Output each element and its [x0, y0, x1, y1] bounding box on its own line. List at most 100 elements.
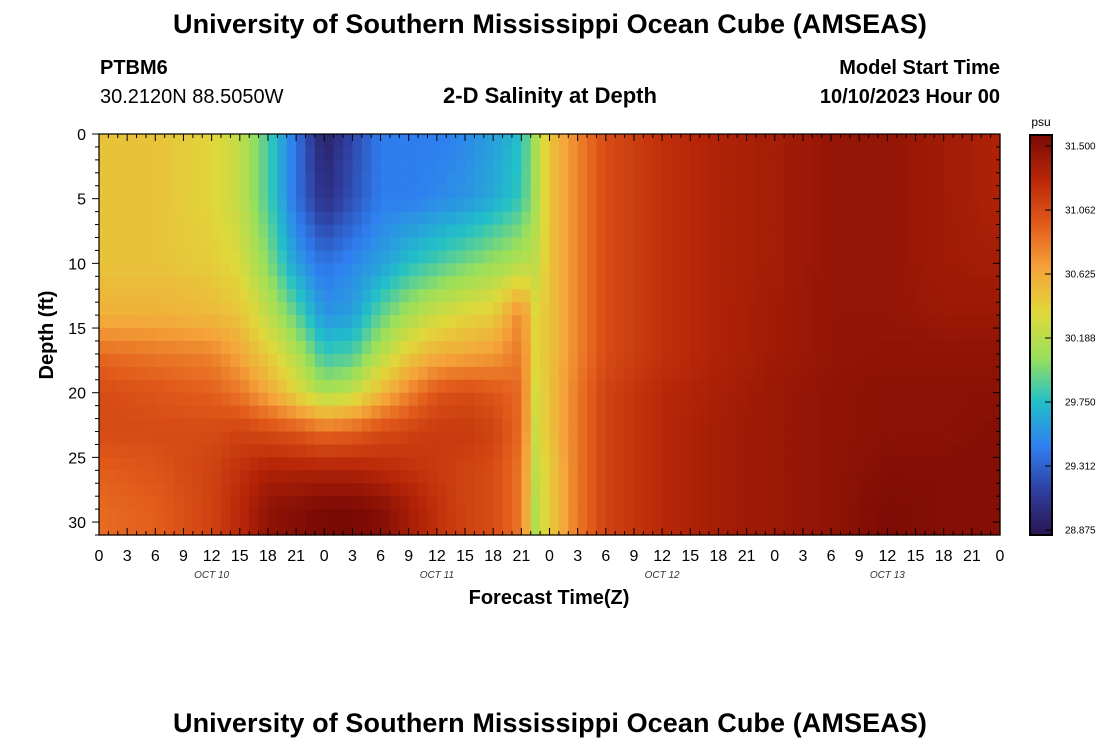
heatmap-cell [934, 470, 945, 484]
heatmap-cell [981, 328, 992, 342]
heatmap-cell [202, 172, 213, 187]
heatmap-cell [314, 470, 325, 484]
heatmap-cell [399, 470, 410, 484]
heatmap-cell [615, 185, 626, 200]
heatmap-cell [296, 289, 307, 303]
heatmap-cell [784, 418, 795, 433]
heatmap-cell [887, 134, 898, 148]
heatmap-cell [915, 250, 926, 264]
heatmap-cell [727, 379, 738, 394]
heatmap-cell [633, 263, 644, 277]
heatmap-cell [652, 250, 663, 264]
heatmap-cell [596, 431, 607, 446]
heatmap-cell [709, 444, 720, 458]
heatmap-cell [221, 483, 231, 497]
heatmap-cell [924, 470, 935, 484]
heatmap-cell [361, 444, 372, 458]
heatmap-cell [652, 146, 663, 161]
heatmap-cell [380, 289, 391, 303]
heatmap-cell [990, 211, 1001, 226]
heatmap-cell [465, 146, 476, 161]
heatmap-cell [662, 457, 673, 471]
heatmap-cell [99, 198, 109, 213]
heatmap-cell [709, 522, 720, 536]
heatmap-cell [352, 198, 363, 213]
heatmap-cell [474, 522, 485, 536]
heatmap-cell [802, 263, 813, 277]
heatmap-cell [746, 340, 757, 355]
heatmap-cell [859, 289, 870, 303]
heatmap-cell [652, 457, 663, 471]
heatmap-cell [755, 276, 766, 290]
heatmap-cell [643, 159, 654, 174]
heatmap-cell [596, 418, 607, 433]
heatmap-cell [314, 250, 325, 264]
heatmap-cell [230, 198, 241, 213]
heatmap-cell [164, 237, 175, 252]
heatmap-cell [418, 263, 429, 277]
heatmap-cell [774, 509, 785, 523]
heatmap-cell [558, 509, 569, 523]
heatmap-cell [530, 263, 541, 277]
heatmap-cell [624, 159, 635, 174]
heatmap-cell [136, 353, 147, 368]
heatmap-cell [605, 198, 616, 213]
heatmap-cell [164, 444, 175, 458]
heatmap-cell [699, 134, 710, 148]
heatmap-cell [915, 353, 926, 368]
heatmap-cell [296, 405, 307, 420]
heatmap-cell [540, 457, 551, 471]
heatmap-cell [690, 483, 701, 497]
heatmap-cell [793, 289, 804, 303]
colorbar-tick-label: 31.500 [1065, 142, 1096, 153]
heatmap-cell [343, 289, 354, 303]
heatmap-cell [831, 392, 842, 407]
heatmap-cell [380, 159, 391, 174]
heatmap-cell [540, 418, 551, 433]
heatmap-cell [221, 392, 231, 407]
heatmap-cell [943, 263, 954, 277]
heatmap-cell [755, 146, 766, 161]
heatmap-cell [155, 457, 166, 471]
heatmap-cell [174, 431, 185, 446]
heatmap-cell [765, 392, 776, 407]
heatmap-cell [483, 470, 494, 484]
heatmap-cell [371, 172, 382, 187]
heatmap-cell [877, 418, 888, 433]
heatmap-cell [577, 315, 588, 329]
heatmap-cell [314, 224, 325, 239]
heatmap-cell [793, 237, 804, 252]
heatmap-cell [314, 483, 325, 497]
heatmap-cell [821, 237, 832, 252]
heatmap-cell [981, 496, 992, 510]
heatmap-cell [671, 496, 682, 510]
heatmap-cell [540, 198, 551, 213]
heatmap-cell [737, 146, 748, 161]
heatmap-cell [136, 483, 147, 497]
heatmap-cell [286, 315, 297, 329]
heatmap-cell [230, 276, 241, 290]
heatmap-cell [981, 250, 992, 264]
heatmap-cell [615, 224, 626, 239]
heatmap-cell [202, 159, 213, 174]
heatmap-cell [371, 509, 382, 523]
x-tick-label: 3 [348, 548, 357, 565]
heatmap-cell [117, 522, 128, 536]
heatmap-cell [802, 522, 813, 536]
heatmap-cell [953, 172, 964, 187]
heatmap-cell [418, 340, 429, 355]
heatmap-cell [389, 328, 400, 342]
heatmap-cell [380, 315, 391, 329]
heatmap-cell [934, 185, 945, 200]
heatmap-cell [596, 237, 607, 252]
heatmap-cell [530, 405, 541, 420]
heatmap-cell [399, 172, 410, 187]
heatmap-cell [145, 134, 156, 148]
heatmap-cell [136, 405, 147, 420]
heatmap-cell [859, 159, 870, 174]
heatmap-cell [352, 379, 363, 394]
heatmap-cell [502, 522, 513, 536]
heatmap-cell [549, 211, 560, 226]
heatmap-cell [436, 276, 447, 290]
